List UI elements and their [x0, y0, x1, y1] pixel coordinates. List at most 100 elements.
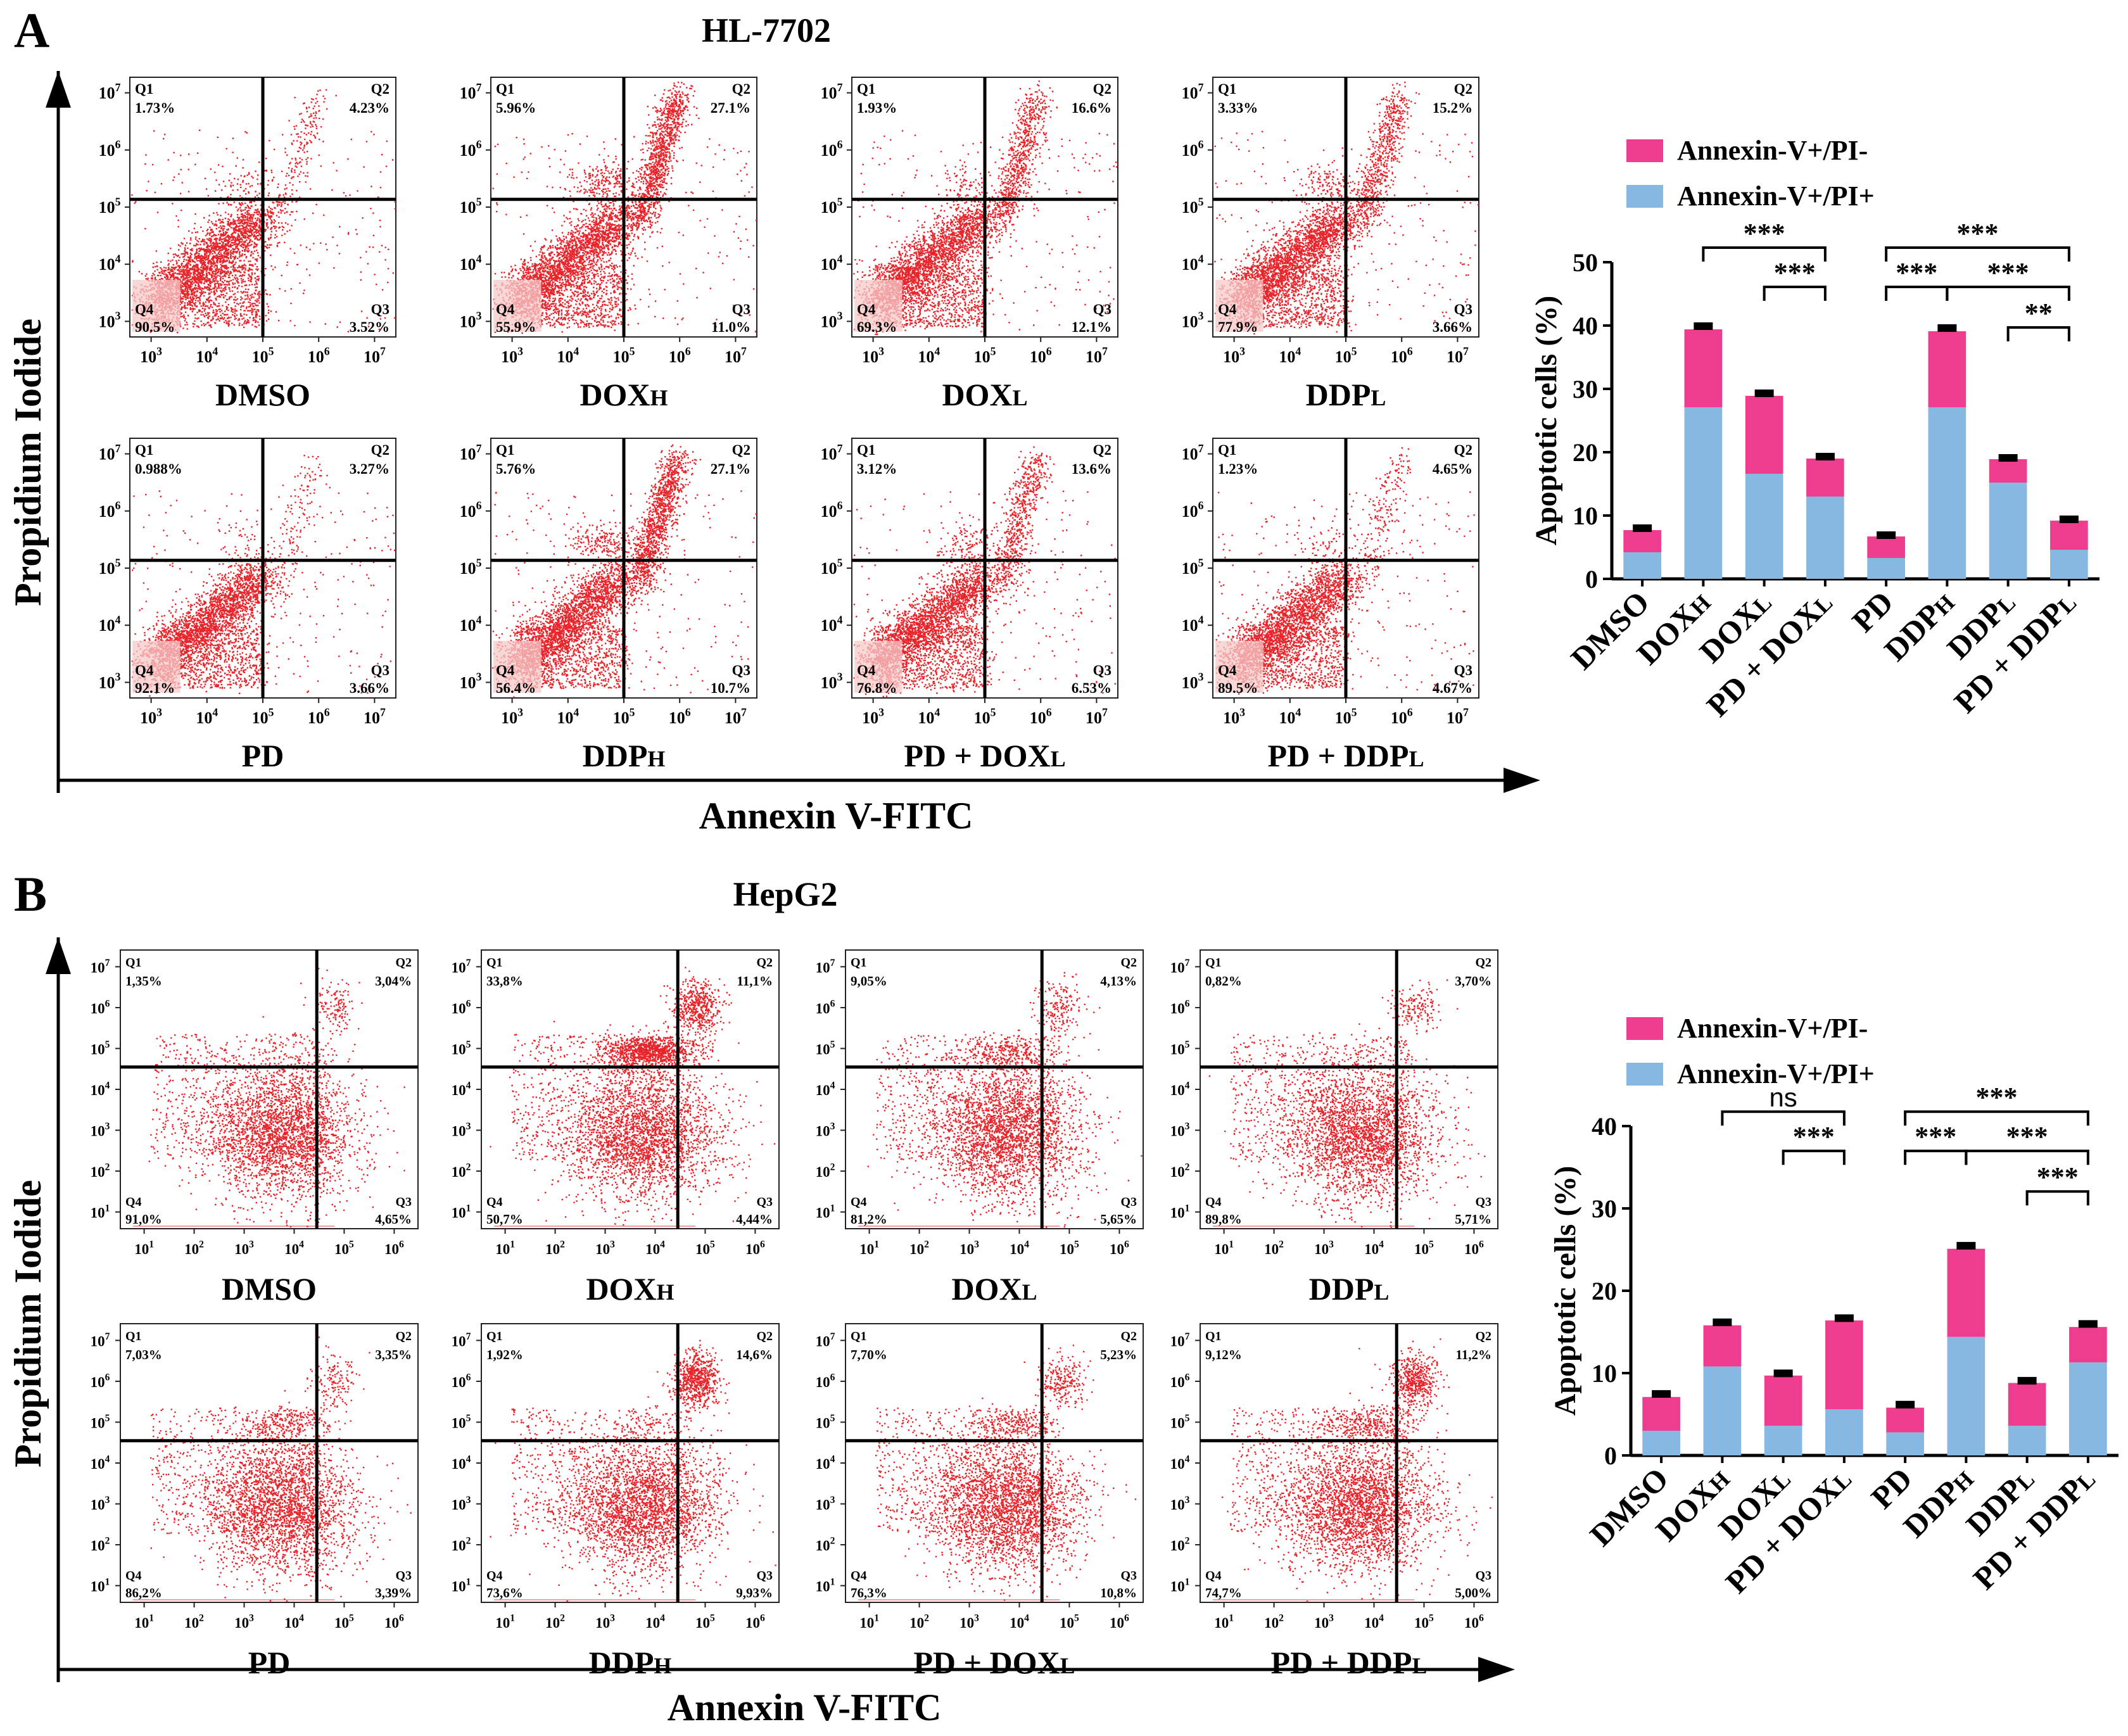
y-tick-label: 104 [91, 1080, 110, 1098]
x-tick-label: 106 [745, 1613, 765, 1631]
y-tick-label: 105 [1182, 195, 1204, 217]
legend-label: Annexin-V+/PI- [1677, 1013, 1868, 1044]
significance-label: *** [1976, 1082, 2018, 1113]
flow-y-axis-title: Propidium Iodide [7, 1180, 49, 1467]
flow-y-axis-title: Propidium Iodide [7, 319, 49, 606]
stacked-bar-chart: Annexin-V+/PI- Annexin-V+/PI+ 0 10 20 30 40 Apo… [1548, 1013, 2118, 1600]
q3-value: 6.53% [1072, 680, 1112, 696]
q4-value: 76,3% [851, 1585, 887, 1600]
q3-label: Q3 [756, 1569, 773, 1583]
flow-scatter-points [875, 1345, 1137, 1601]
bar-segment [2008, 1383, 2046, 1426]
bar-segment [1867, 536, 1905, 558]
q4-label: Q4 [1218, 301, 1237, 317]
y-tick-label: 107 [1182, 81, 1204, 103]
q2-label: Q2 [395, 1329, 412, 1343]
q3-value: 4,44% [736, 1212, 773, 1227]
x-tick-label: 103 [960, 1239, 979, 1257]
bar-segment [2069, 1327, 2107, 1363]
y-tick-label: 101 [1170, 1203, 1190, 1220]
q3-value: 9,93% [736, 1585, 773, 1600]
x-tick-label: 101 [495, 1239, 515, 1257]
q2-label: Q2 [1475, 956, 1492, 970]
y-tick-label: 105 [816, 1039, 835, 1057]
bar-segment [2069, 1362, 2107, 1455]
q4-label: Q4 [1218, 662, 1237, 678]
bar-segment [1886, 1432, 1924, 1455]
flow-plot: Q1 3.33% Q2 15.2% Q4 77.9% Q3 3.66% 103 104 105 106… [1182, 77, 1479, 412]
condition-label: DMSO [222, 1271, 317, 1307]
condition-label: PD + DOXL [904, 738, 1065, 773]
x-tick-label: 106 [669, 706, 691, 727]
q1-label: Q1 [496, 81, 514, 97]
y-tick-label: 107 [816, 1331, 835, 1349]
q1-label: Q1 [486, 1329, 503, 1343]
x-tick-label: 106 [308, 706, 330, 727]
q4-gate-shade [132, 640, 180, 693]
y-tick-label: 106 [460, 138, 482, 160]
x-axis-arrowhead [1478, 1657, 1515, 1682]
y-tick-label: 104 [1170, 1080, 1190, 1098]
q4-value: 91,0% [125, 1212, 162, 1227]
q2-label: Q2 [756, 956, 773, 970]
x-tick-label: 104 [918, 345, 940, 366]
y-tick-label: 105 [821, 556, 843, 578]
y-tick-label: 106 [99, 138, 121, 160]
q3-label: Q3 [371, 662, 390, 678]
x-tick-label: 107 [364, 345, 386, 366]
flow-scatter-points [867, 972, 1143, 1228]
y-tick-label: 0 [1585, 565, 1598, 593]
y-tick-label: 102 [91, 1536, 110, 1554]
significance-bracket [1763, 286, 1827, 301]
q1-value: 0.988% [135, 461, 182, 477]
flow-plot: Q1 1.73% Q2 4.23% Q4 90.5% Q3 3.52% 103 104 105 106… [99, 77, 396, 412]
q1-value: 1,35% [125, 973, 162, 989]
y-tick-label: 103 [1182, 671, 1204, 692]
x-tick-label: 106 [1391, 706, 1413, 727]
bar-segment [1806, 497, 1844, 579]
q2-value: 27.1% [711, 100, 750, 116]
x-tick-label: 105 [1335, 706, 1357, 727]
q3-label: Q3 [1093, 301, 1112, 317]
y-tick-label: 103 [821, 671, 843, 692]
bar-segment [1745, 396, 1783, 474]
x-tick-label: 104 [284, 1239, 304, 1257]
q2-value: 5,23% [1100, 1347, 1137, 1362]
flow-plot: Q1 1.23% Q2 4.65% Q4 89.5% Q3 4.67% 103 104 105 106… [1182, 438, 1479, 773]
significance-label: *** [2006, 1121, 2048, 1152]
bar-segment [1947, 1336, 1986, 1455]
y-tick-label: 101 [1170, 1576, 1190, 1594]
y-tick-label: 103 [460, 671, 482, 692]
q4-label: Q4 [135, 301, 154, 317]
y-tick-label: 103 [816, 1121, 835, 1139]
x-tick-label: 103 [501, 345, 523, 366]
x-tick-label: 105 [974, 706, 996, 727]
y-tick-label: 10 [1573, 502, 1598, 530]
x-tick-label: 106 [669, 345, 691, 366]
y-axis-title: Apoptotic cells (%) [1530, 296, 1563, 546]
error-bar-cap [1896, 1400, 1915, 1409]
x-tick-label: 102 [184, 1239, 204, 1257]
condition-label: DOXH [586, 1271, 674, 1307]
flow-plot: Q1 1,92% Q2 14,6% Q4 73,6% Q3 9,93% 101 102 103 104… [452, 1323, 780, 1680]
q2-value: 4,13% [1100, 973, 1137, 989]
flow-plot: Q1 3.12% Q2 13.6% Q4 76.8% Q3 6.53% 103 104 105 106… [821, 438, 1118, 773]
q1-value: 9,05% [851, 973, 887, 989]
panel-B: B HepG2 Propidium Iodide Annexin V-FITC [7, 866, 1515, 1728]
stacked-bar-chart: Annexin-V+/PI- Annexin-V+/PI+ 0 10 20 30 40 50 A… [1530, 135, 2100, 723]
q3-value: 12.1% [1072, 319, 1112, 335]
q1-value: 9,12% [1205, 1347, 1242, 1362]
error-bar-cap [1633, 524, 1652, 532]
x-tick-label: 101 [859, 1239, 879, 1257]
flow-plot-frame [845, 1323, 1144, 1603]
y-tick-label: 103 [816, 1495, 835, 1512]
significance-label: *** [1896, 257, 1937, 288]
q2-value: 4.65% [1433, 461, 1472, 477]
significance-bracket [1721, 1110, 1846, 1126]
x-tick-label: 105 [613, 345, 635, 366]
x-tick-label: 103 [595, 1613, 615, 1631]
y-tick-label: 104 [1170, 1454, 1190, 1472]
q2-value: 3,35% [375, 1347, 412, 1362]
q1-label: Q1 [135, 81, 153, 97]
